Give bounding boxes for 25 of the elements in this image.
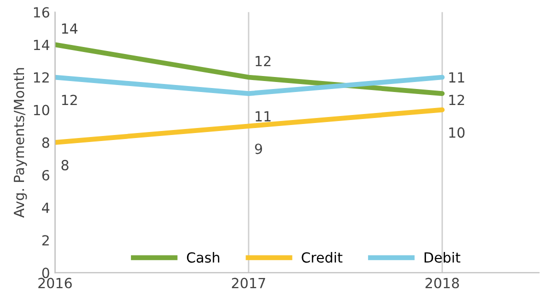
y-tick-label: 12 bbox=[34, 72, 49, 83]
legend-label: Debit bbox=[424, 252, 460, 263]
data-label: 11 bbox=[256, 111, 271, 122]
y-axis-title: Avg. Payments/Month bbox=[13, 68, 27, 218]
y-tick-label: 0 bbox=[42, 268, 50, 278]
y-tick-label: 10 bbox=[34, 104, 50, 116]
y-tick-label: 4 bbox=[42, 202, 50, 213]
legend-label: Cash bbox=[186, 252, 220, 263]
data-label: 14 bbox=[62, 23, 78, 34]
data-label: 12 bbox=[256, 56, 270, 66]
data-label: 12 bbox=[62, 94, 77, 106]
data-label: 8 bbox=[61, 160, 68, 170]
x-tick-label: 2017 bbox=[232, 278, 266, 288]
y-tick-label: 8 bbox=[42, 137, 50, 148]
y-tick-label: 6 bbox=[42, 170, 50, 180]
data-label: 12 bbox=[449, 94, 464, 106]
y-tick-label: 16 bbox=[34, 7, 50, 18]
x-tick-label: 2016 bbox=[38, 278, 72, 288]
legend-label: Credit bbox=[302, 252, 342, 263]
y-tick-label: 2 bbox=[42, 235, 49, 246]
x-tick-label: 2018 bbox=[426, 278, 459, 288]
data-label: 10 bbox=[449, 127, 465, 138]
y-tick-label: 14 bbox=[34, 40, 50, 50]
data-label: 11 bbox=[449, 72, 464, 82]
data-label: 9 bbox=[255, 144, 262, 154]
